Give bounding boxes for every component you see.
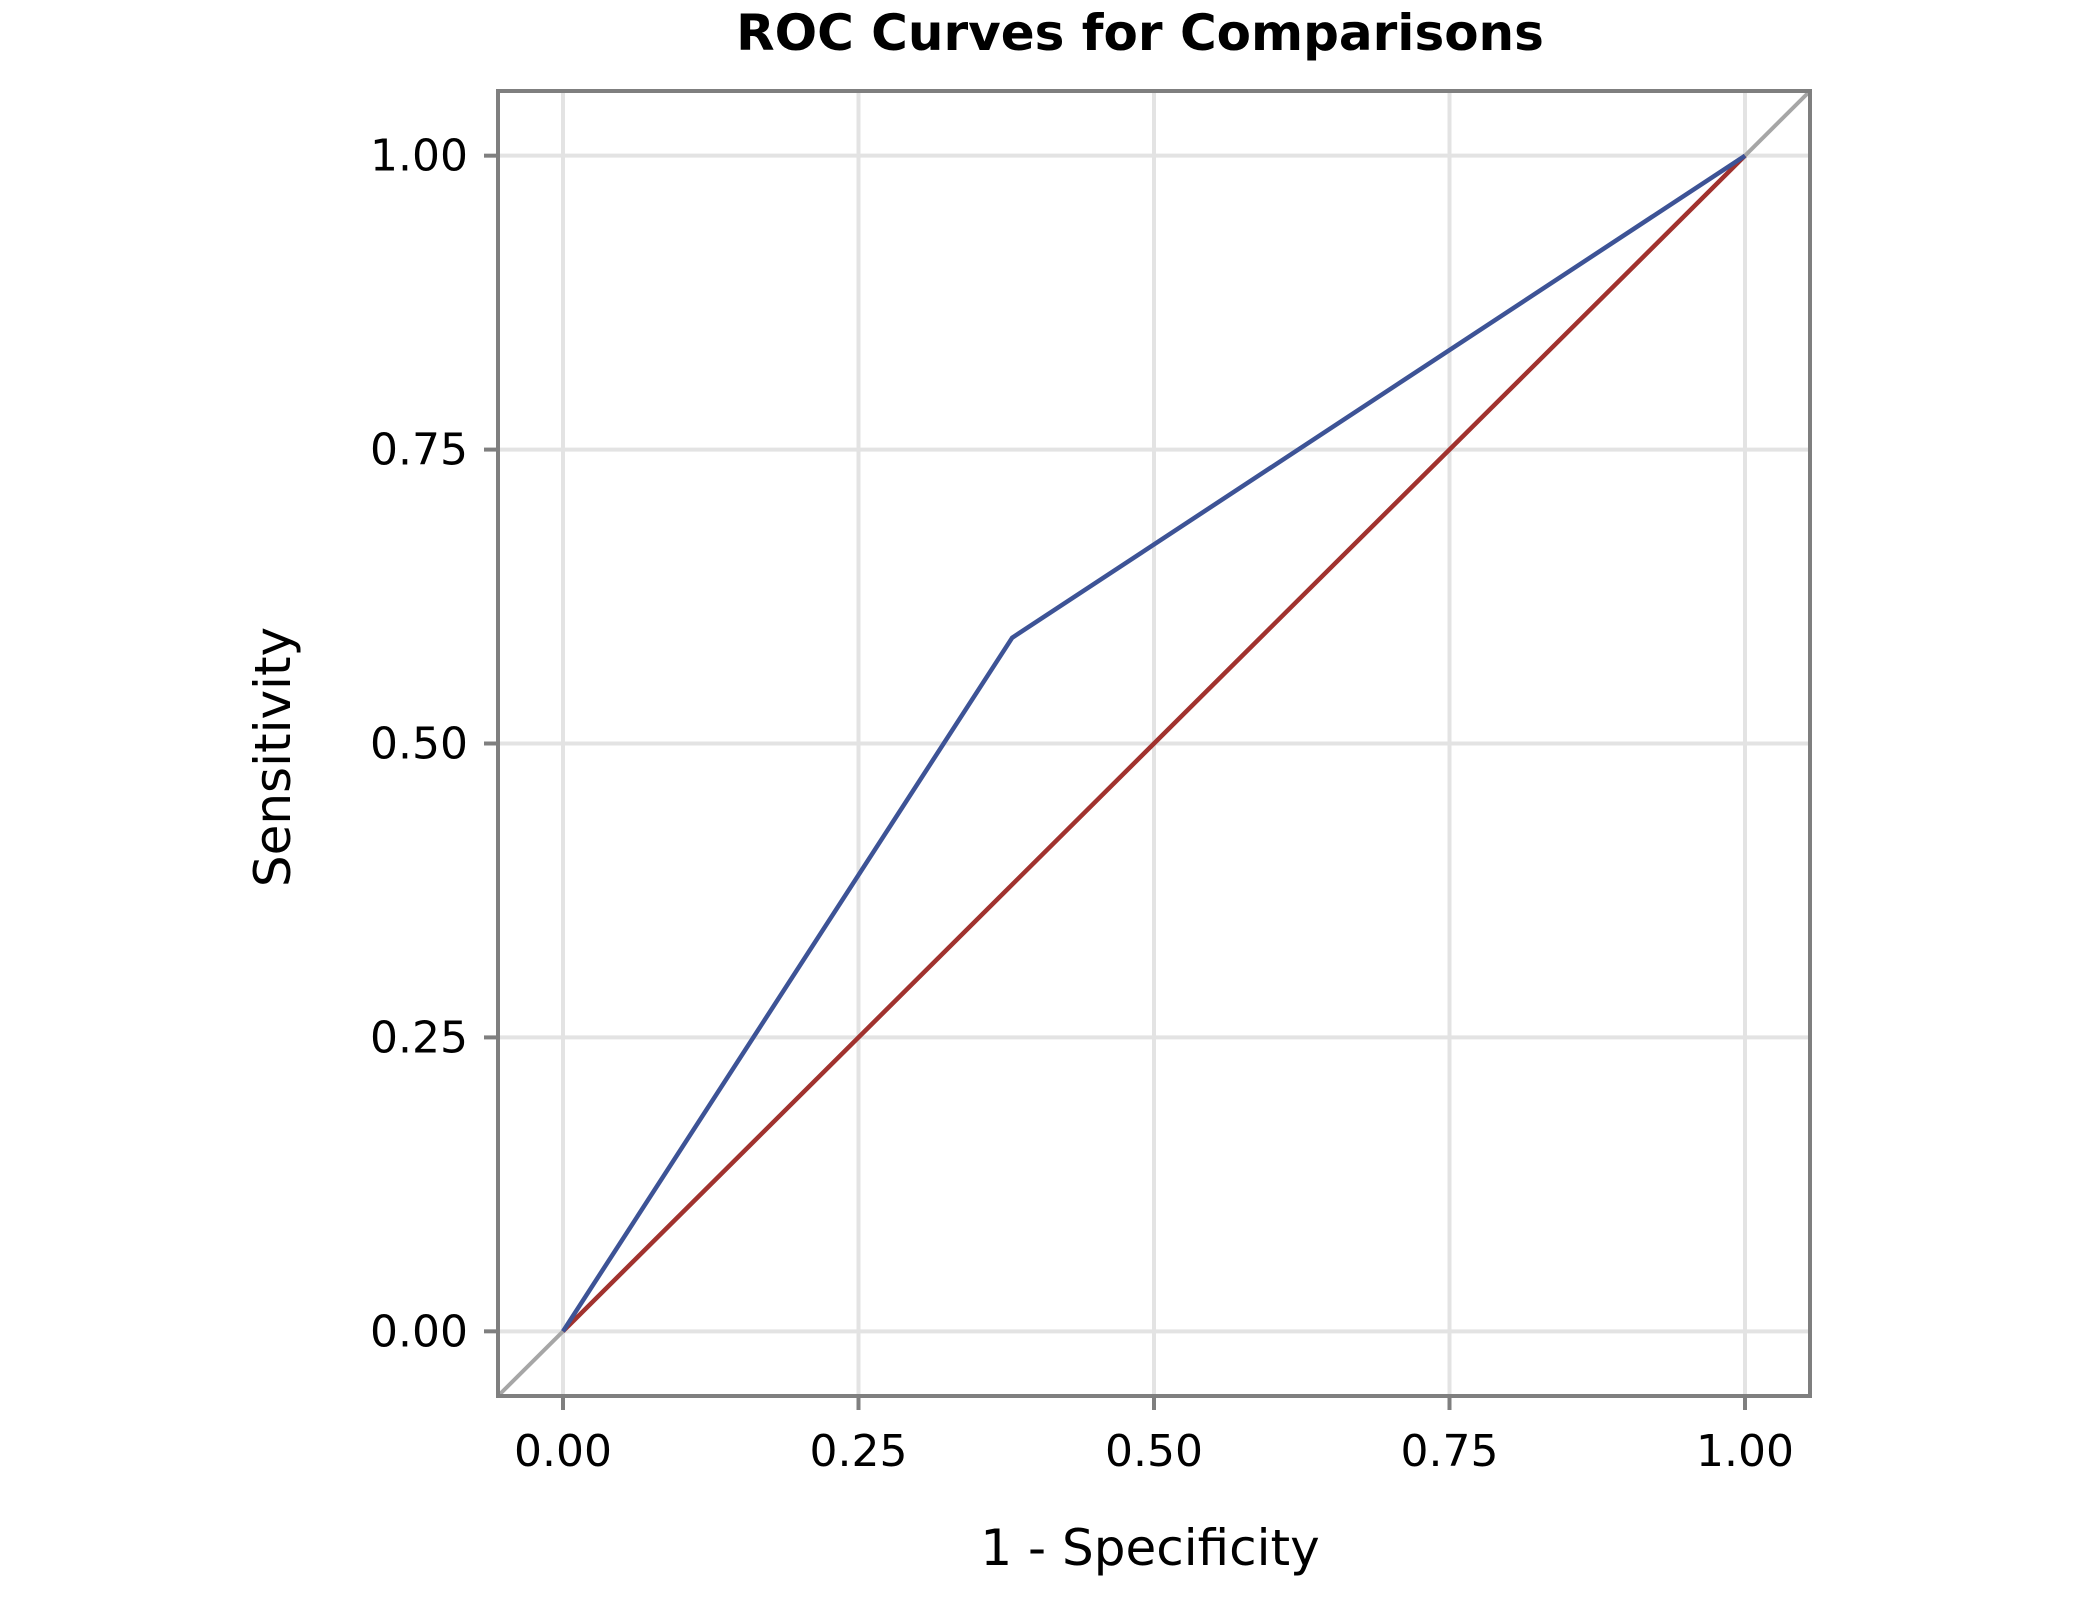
x-tick-label: 0.75 [1401, 1426, 1499, 1477]
y-tick-label: 0.25 [370, 1012, 468, 1063]
series-layer [561, 153, 1747, 1333]
roc-curve-1 [561, 153, 1747, 1333]
x-tick-label: 1.00 [1696, 1426, 1794, 1477]
x-tick-label: 0.50 [1105, 1426, 1203, 1477]
x-axis-ticks: 0.00 0.25 0.50 0.75 1.00 [514, 1396, 1794, 1477]
x-axis-label: 1 - Specificity [980, 1519, 1319, 1577]
roc-curve-2 [561, 154, 1747, 1333]
y-tick-label: 1.00 [370, 131, 468, 182]
y-tick-label: 0.75 [370, 425, 468, 476]
y-tick-label: 0.00 [370, 1306, 468, 1357]
x-tick-label: 0.25 [810, 1426, 908, 1477]
grid-layer [498, 91, 1810, 1396]
y-axis-ticks: 0.00 0.25 0.50 0.75 1.00 [370, 131, 498, 1357]
x-tick-label: 0.00 [514, 1426, 612, 1477]
y-axis-label: Sensitivity [244, 627, 302, 887]
chart-title: ROC Curves for Comparisons [736, 4, 1544, 62]
y-tick-label: 0.50 [370, 719, 468, 770]
